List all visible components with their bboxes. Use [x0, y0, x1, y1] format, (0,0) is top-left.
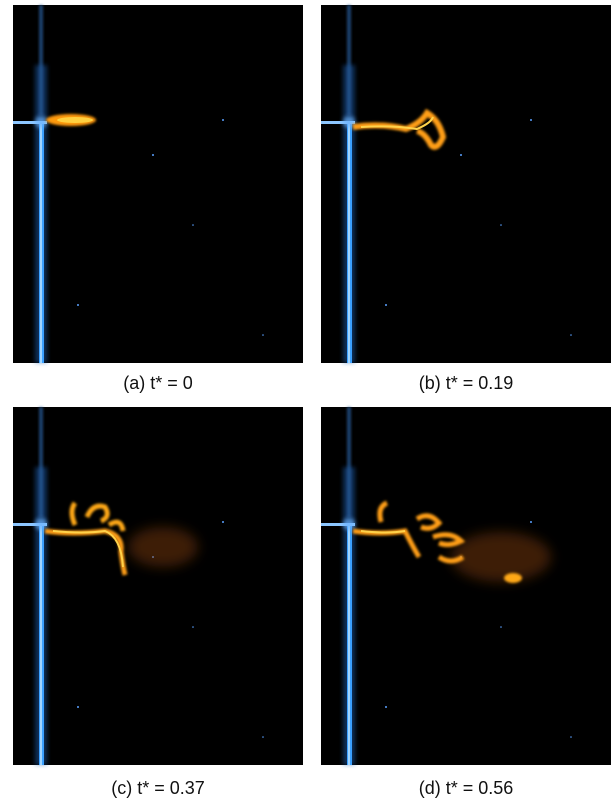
panel-c: [13, 407, 303, 765]
figure: (a) t* = 0 (b) t* = 0.19 (c) t* = 0.37 (…: [0, 0, 612, 803]
caption: (a) t* = 0: [123, 373, 193, 393]
page: (a) t* = 0 (b) t* = 0.19 (c) t* = 0.37 (…: [0, 0, 612, 803]
caption: (d) t* = 0.56: [419, 778, 514, 798]
caption: (b) t* = 0.19: [419, 373, 514, 393]
panel-b: [321, 5, 611, 363]
panel-d: [321, 407, 611, 765]
panel-a: [13, 5, 303, 363]
caption: (c) t* = 0.37: [111, 778, 205, 798]
